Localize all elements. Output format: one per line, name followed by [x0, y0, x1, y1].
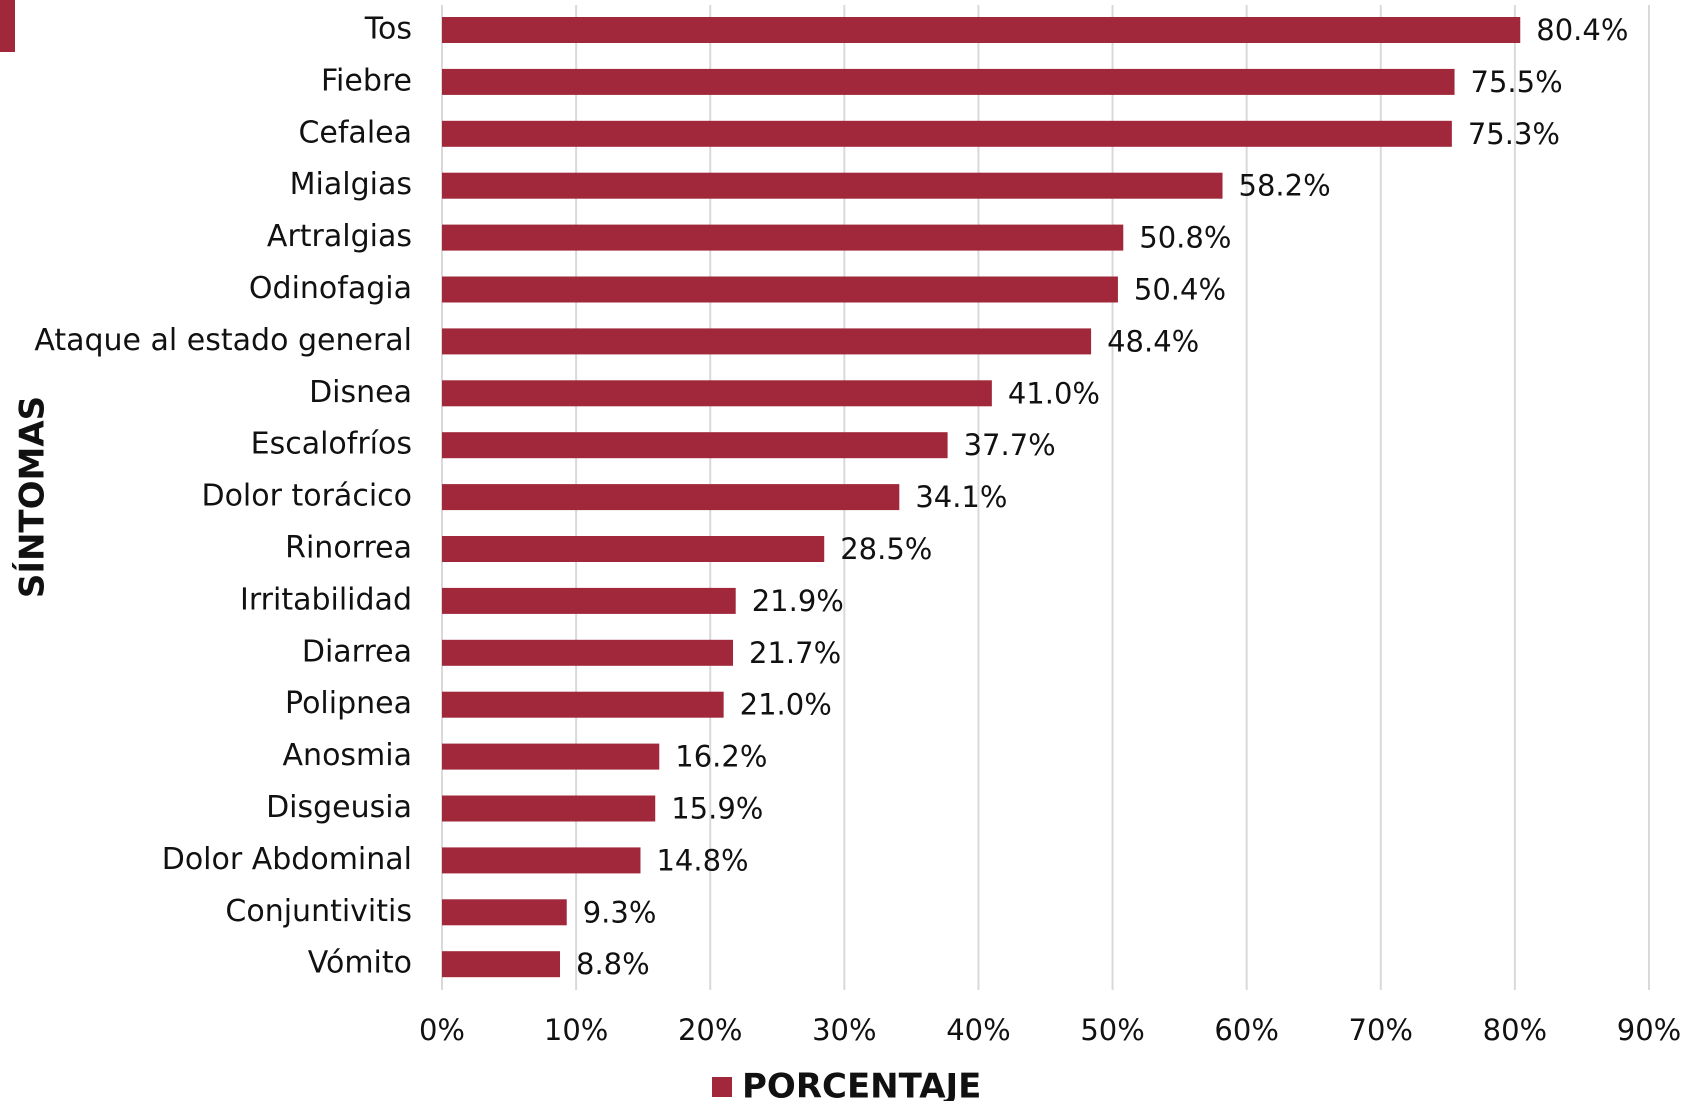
y-tick-label: Mialgias: [290, 167, 412, 202]
bar: [442, 17, 1521, 43]
bar: [442, 847, 641, 874]
y-tick-label: Anosmia: [283, 738, 412, 773]
data-label: 21.0%: [740, 688, 832, 722]
bar: [442, 380, 992, 407]
data-label: 75.5%: [1471, 65, 1563, 99]
bar: [442, 587, 736, 614]
y-tick-label: Disnea: [309, 375, 412, 410]
bar: [442, 639, 734, 666]
y-tick-label: Irritabilidad: [240, 582, 412, 617]
y-tick-label: Ataque al estado general: [34, 323, 412, 358]
bar: [442, 172, 1223, 199]
y-tick-label: Disgeusia: [266, 790, 412, 825]
bar: [442, 276, 1118, 303]
x-tick-label: 40%: [946, 1013, 1010, 1047]
corner-accent: [0, 0, 15, 52]
y-tick-label: Polipnea: [285, 686, 412, 721]
x-tick-label: 50%: [1080, 1013, 1144, 1047]
bar: [442, 120, 1452, 147]
y-tick-label: Cefalea: [298, 115, 412, 150]
y-tick-label: Escalofríos: [251, 427, 412, 462]
x-tick-label: 70%: [1349, 1013, 1413, 1047]
data-label: 34.1%: [915, 480, 1007, 514]
y-tick-label: Diarrea: [302, 634, 412, 669]
bar: [442, 224, 1124, 251]
y-tick-label: Dolor Abdominal: [162, 842, 412, 877]
data-label: 28.5%: [840, 532, 932, 566]
data-label: 16.2%: [675, 740, 767, 774]
data-label: 8.8%: [576, 947, 650, 981]
data-label: 14.8%: [656, 843, 748, 877]
legend-label: PORCENTAJE: [742, 1067, 981, 1101]
data-label: 9.3%: [583, 895, 657, 929]
x-tick-label: 80%: [1483, 1013, 1547, 1047]
x-tick-label: 10%: [544, 1013, 608, 1047]
x-tick-label: 30%: [812, 1013, 876, 1047]
data-label: 37.7%: [964, 428, 1056, 462]
bar: [442, 691, 724, 718]
y-tick-label: Conjuntivitis: [225, 894, 412, 929]
x-tick-label: 60%: [1214, 1013, 1278, 1047]
bar: [442, 68, 1455, 95]
data-label: 15.9%: [671, 792, 763, 826]
legend-swatch: [712, 1077, 732, 1097]
bar: [442, 795, 656, 822]
x-tick-label: 20%: [678, 1013, 742, 1047]
bar: [442, 536, 825, 562]
y-tick-label: Dolor torácico: [201, 479, 412, 514]
y-tick-label: Tos: [364, 12, 412, 47]
y-tick-label: Artralgias: [267, 219, 412, 254]
y-tick-label: Odinofagia: [249, 271, 412, 306]
data-label: 50.4%: [1134, 273, 1226, 307]
data-label: 21.7%: [749, 636, 841, 670]
data-label: 50.8%: [1139, 221, 1231, 255]
bar: [442, 899, 567, 926]
data-label: 41.0%: [1008, 376, 1100, 410]
data-label: 75.3%: [1468, 117, 1560, 151]
data-label: 21.9%: [752, 584, 844, 618]
x-tick-label: 0%: [419, 1013, 465, 1047]
bar: [442, 951, 561, 978]
bar: [442, 743, 660, 770]
bar: [442, 432, 948, 459]
bar: [442, 484, 900, 511]
data-label: 58.2%: [1239, 169, 1331, 203]
y-axis-label: SÍNTOMAS: [12, 396, 53, 598]
data-label: 80.4%: [1536, 13, 1628, 47]
bar: [442, 328, 1092, 355]
data-label: 48.4%: [1107, 324, 1199, 358]
y-tick-label: Fiebre: [321, 63, 412, 98]
y-tick-label: Rinorrea: [285, 531, 412, 566]
x-tick-label: 90%: [1617, 1013, 1681, 1047]
y-tick-label: Vómito: [308, 946, 412, 981]
